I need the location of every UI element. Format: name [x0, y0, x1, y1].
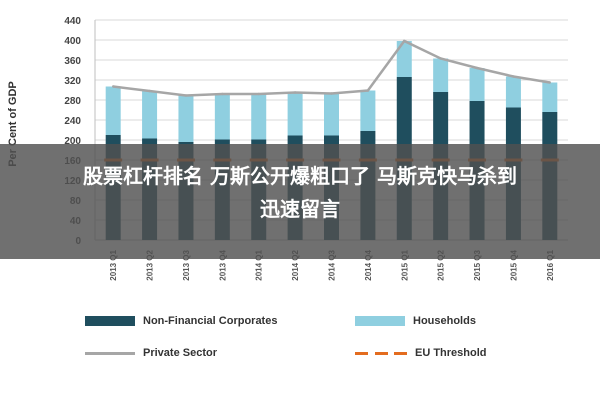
legend-item-non-financial: Non-Financial Corporates	[85, 315, 277, 327]
bar-households	[505, 76, 521, 108]
bar-households	[360, 90, 376, 131]
bar-households	[287, 92, 303, 136]
x-tick-label: 2014 Q3	[328, 249, 337, 280]
private-sector-point	[221, 92, 224, 96]
x-tick-label: 2015 Q4	[509, 249, 518, 280]
x-tick-label: 2015 Q2	[437, 249, 446, 280]
x-tick-label: 2014 Q2	[291, 249, 300, 280]
legend-item-private-sector: Private Sector	[85, 347, 217, 359]
private-sector-point	[111, 85, 115, 88]
bar-households	[324, 93, 339, 136]
x-tick-label: 2013 Q1	[109, 249, 118, 280]
bar-households	[214, 94, 230, 140]
legend: Non-Financial Corporates Households Priv…	[0, 305, 600, 375]
legend-item-households: Households	[355, 315, 476, 327]
x-tick-label: 2013 Q2	[146, 249, 155, 280]
banner-overlay	[0, 144, 600, 259]
y-tick-label: 360	[64, 56, 81, 67]
private-sector-point	[548, 81, 552, 84]
banner-text-line-1: 股票杠杆排名 万斯公开爆粗口了 马斯克快马杀到	[83, 164, 517, 188]
x-tick-label: 2015 Q3	[473, 249, 482, 280]
y-tick-label: 440	[64, 16, 81, 27]
legend-label-private-sector: Private Sector	[143, 347, 217, 359]
bar-households	[542, 82, 558, 112]
private-sector-point	[512, 75, 515, 78]
private-sector-point	[475, 66, 479, 70]
legend-item-eu-threshold: EU Threshold	[355, 347, 487, 359]
private-sector-point	[293, 91, 297, 94]
legend-label-eu-threshold: EU Threshold	[415, 347, 487, 359]
y-tick-label: 320	[64, 76, 81, 87]
y-tick-label: 280	[64, 96, 81, 107]
private-sector-point	[439, 57, 442, 60]
y-tick-label: 240	[64, 116, 81, 127]
private-sector-point	[366, 89, 370, 92]
private-sector-point	[184, 94, 188, 97]
private-sector-point	[257, 92, 260, 96]
private-sector-point	[148, 89, 151, 93]
private-sector-point	[330, 92, 333, 95]
legend-swatch-non-financial	[85, 316, 135, 326]
x-tick-label: 2013 Q3	[182, 249, 191, 280]
legend-label-non-financial: Non-Financial Corporates	[143, 315, 278, 327]
x-tick-label: 2014 Q4	[364, 249, 373, 280]
bar-households	[105, 86, 121, 135]
bar-households	[251, 94, 267, 140]
bar-households	[178, 95, 194, 142]
bar-households	[469, 68, 485, 101]
legend-swatch-households	[355, 316, 405, 326]
x-tick-label: 2014 Q1	[255, 249, 264, 280]
legend-swatch-private-sector	[85, 351, 135, 355]
bar-households	[433, 58, 449, 92]
legend-label-households: Households	[413, 315, 476, 327]
x-tick-label: 2013 Q4	[218, 249, 227, 280]
banner-text[interactable]: 股票杠杆排名 万斯公开爆粗口了 马斯克快马杀到 迅速留言	[0, 160, 600, 226]
x-tick-label: 2016 Q1	[546, 249, 555, 280]
bar-households	[396, 41, 412, 77]
y-tick-label: 200	[64, 136, 81, 147]
legend-swatch-eu-threshold	[355, 351, 407, 355]
x-tick-label: 2015 Q1	[400, 249, 409, 280]
private-sector-point	[403, 39, 406, 43]
banner-text-line-2: 迅速留言	[260, 197, 340, 221]
y-tick-label: 400	[64, 36, 81, 47]
bar-households	[142, 91, 158, 139]
